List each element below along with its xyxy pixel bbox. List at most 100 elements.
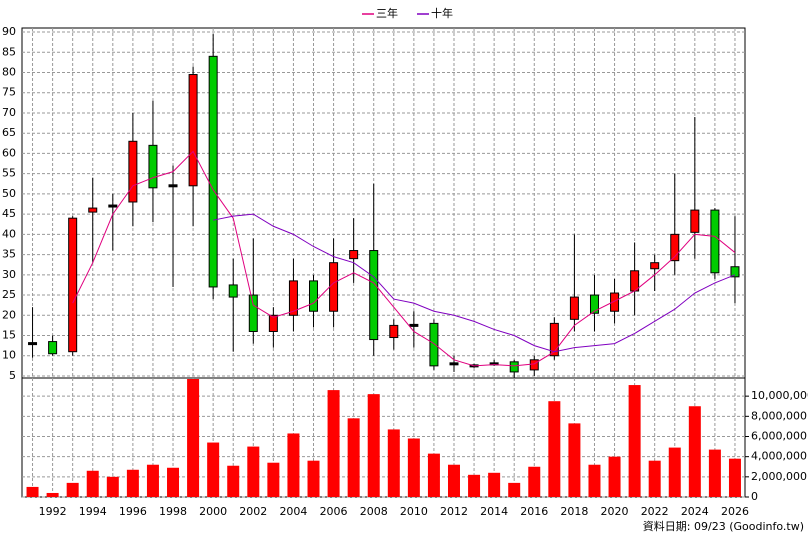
candle-body bbox=[529, 359, 539, 371]
x-tick-label: 2008 bbox=[360, 505, 388, 518]
y-tick-label: 70 bbox=[2, 106, 16, 119]
candle-body bbox=[288, 280, 298, 316]
volume-bar bbox=[588, 464, 601, 497]
y-tick-label: 50 bbox=[2, 187, 16, 200]
y-tick-label: 15 bbox=[2, 329, 16, 342]
candle-body bbox=[690, 209, 700, 233]
candle-body bbox=[650, 262, 660, 270]
y-tick-label: 90 bbox=[2, 25, 16, 38]
candle-body bbox=[369, 250, 379, 341]
volume-bar bbox=[46, 492, 59, 497]
x-tick-label: 1992 bbox=[39, 505, 67, 518]
volume-bar bbox=[247, 446, 260, 497]
x-tick-label: 2006 bbox=[320, 505, 348, 518]
volume-bar bbox=[427, 453, 440, 497]
volume-bar bbox=[407, 438, 420, 497]
candle-body bbox=[88, 207, 98, 213]
y-tick-label: 75 bbox=[2, 86, 16, 99]
candle-body bbox=[28, 342, 38, 346]
volume-bar bbox=[387, 429, 400, 497]
y-tick-label: 10,000,000 bbox=[751, 389, 808, 402]
x-tick-label: 2004 bbox=[279, 505, 307, 518]
x-tick-label: 1996 bbox=[119, 505, 147, 518]
candle-body bbox=[389, 324, 399, 339]
candle-body bbox=[349, 250, 359, 260]
x-tick-label: 2022 bbox=[641, 505, 669, 518]
volume-bar bbox=[648, 460, 661, 497]
candle-body bbox=[188, 74, 198, 187]
volume-bar bbox=[187, 379, 200, 497]
volume-bar bbox=[508, 482, 521, 497]
volume-bar bbox=[66, 482, 79, 497]
candle-body bbox=[268, 314, 278, 332]
volume-bar bbox=[728, 458, 741, 497]
volume-bar bbox=[447, 464, 460, 497]
y-tick-label: 10 bbox=[2, 349, 16, 362]
volume-bar bbox=[628, 385, 641, 497]
volume-bar bbox=[327, 390, 340, 497]
y-tick-label: 25 bbox=[2, 288, 16, 301]
candle-body bbox=[610, 292, 620, 312]
volume-bar bbox=[307, 460, 320, 497]
candle-body bbox=[449, 362, 459, 366]
candle-body bbox=[68, 217, 78, 353]
volume-bar bbox=[468, 474, 481, 497]
candle-body bbox=[208, 55, 218, 288]
x-tick-label: 2024 bbox=[681, 505, 709, 518]
y-tick-label: 35 bbox=[2, 248, 16, 261]
volume-bar bbox=[26, 486, 39, 497]
y-tick-label: 6,000,000 bbox=[751, 429, 807, 442]
x-tick-label: 2010 bbox=[400, 505, 428, 518]
volume-bar bbox=[608, 456, 621, 497]
y-tick-label: 0 bbox=[751, 490, 758, 503]
x-tick-label: 2000 bbox=[199, 505, 227, 518]
volume-bar bbox=[528, 466, 541, 497]
candle-body bbox=[710, 209, 720, 274]
volume-bar bbox=[146, 464, 159, 497]
candle-body bbox=[569, 296, 579, 320]
candle-body bbox=[509, 361, 519, 373]
legend-label: 十年 bbox=[431, 6, 453, 20]
volume-bar bbox=[367, 394, 380, 497]
candle-body bbox=[730, 266, 740, 278]
y-tick-label: 8,000,000 bbox=[751, 409, 807, 422]
candle-body bbox=[630, 270, 640, 292]
candle-body bbox=[168, 184, 178, 188]
volume-bar bbox=[86, 470, 99, 497]
legend-label: 三年 bbox=[376, 6, 398, 20]
volume-bar bbox=[167, 467, 180, 497]
y-tick-label: 55 bbox=[2, 167, 16, 180]
y-tick-label: 30 bbox=[2, 268, 16, 281]
x-tick-label: 2012 bbox=[440, 505, 468, 518]
volume-bar bbox=[287, 433, 300, 497]
candle-body bbox=[589, 294, 599, 314]
candle-body bbox=[128, 140, 138, 203]
y-tick-label: 4,000,000 bbox=[751, 450, 807, 463]
x-tick-label: 1998 bbox=[159, 505, 187, 518]
moving-average-line bbox=[72, 150, 736, 367]
candle-body bbox=[108, 204, 118, 208]
x-tick-label: 2018 bbox=[560, 505, 588, 518]
volume-bar bbox=[347, 418, 360, 497]
volume-bar bbox=[488, 472, 501, 497]
volume-bar bbox=[126, 469, 139, 497]
x-tick-label: 2020 bbox=[601, 505, 629, 518]
x-tick-label: 2016 bbox=[520, 505, 548, 518]
candle-body bbox=[248, 294, 258, 332]
volume-bar bbox=[227, 465, 240, 497]
footnote: 資料日期: 09/23 (Goodinfo.tw) bbox=[643, 519, 804, 533]
candle-body bbox=[309, 280, 319, 312]
volume-bar bbox=[688, 406, 701, 497]
volume-bar bbox=[106, 476, 119, 497]
y-tick-label: 65 bbox=[2, 126, 16, 139]
candle-body bbox=[670, 233, 680, 262]
volume-bar bbox=[568, 423, 581, 497]
y-tick-label: 2,000,000 bbox=[751, 470, 807, 483]
candle-body bbox=[48, 341, 58, 355]
y-tick-label: 80 bbox=[2, 66, 16, 79]
volume-bar bbox=[207, 442, 220, 497]
x-tick-label: 2026 bbox=[721, 505, 749, 518]
volume-bar bbox=[668, 447, 681, 497]
candle-body bbox=[329, 262, 339, 312]
